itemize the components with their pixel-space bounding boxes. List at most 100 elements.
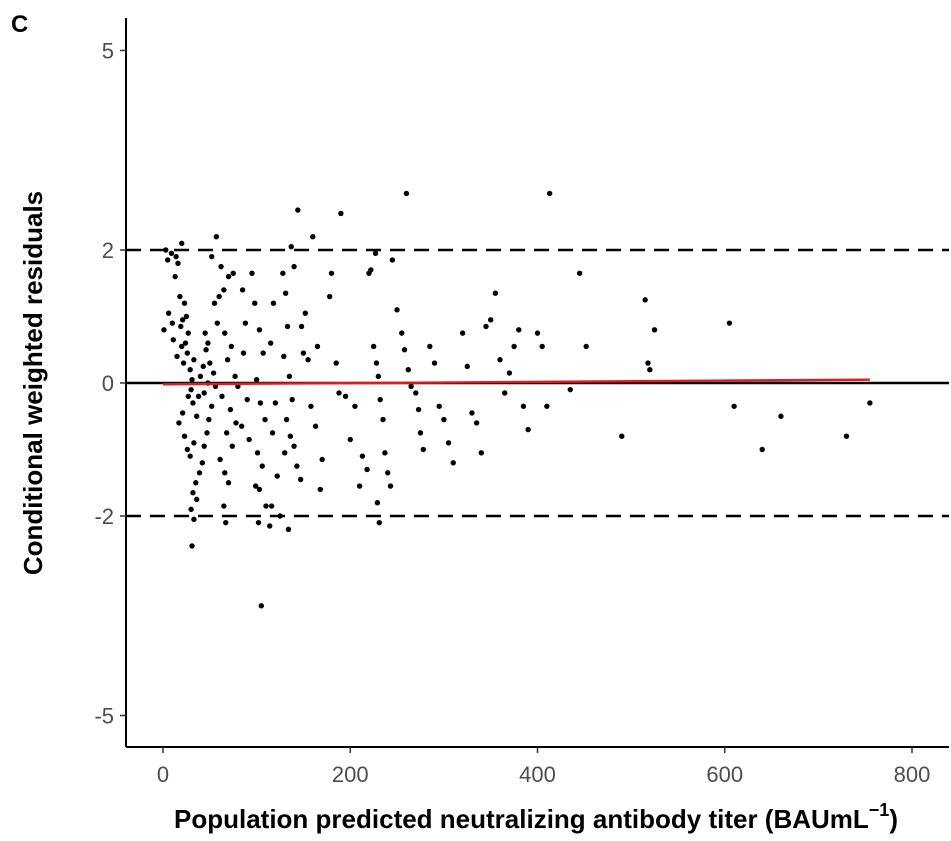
data-point bbox=[372, 250, 379, 257]
data-point bbox=[263, 503, 269, 509]
data-point bbox=[286, 373, 293, 380]
data-point bbox=[377, 396, 383, 403]
data-point bbox=[401, 347, 408, 353]
data-point bbox=[178, 323, 184, 330]
data-point bbox=[326, 293, 333, 300]
data-point bbox=[300, 350, 307, 356]
data-point bbox=[211, 300, 218, 306]
data-point bbox=[394, 307, 400, 313]
data-point bbox=[191, 357, 197, 363]
data-point bbox=[172, 273, 178, 280]
data-point bbox=[208, 403, 215, 409]
data-point bbox=[294, 463, 300, 469]
data-point bbox=[255, 519, 262, 526]
data-point bbox=[759, 446, 765, 453]
data-point bbox=[374, 500, 381, 506]
data-point bbox=[267, 523, 273, 529]
data-point bbox=[249, 270, 255, 276]
data-point bbox=[268, 503, 275, 509]
x-axis-title-main: Population predicted neutralizing antibo… bbox=[174, 804, 869, 834]
data-point bbox=[277, 513, 283, 519]
data-point bbox=[175, 260, 181, 266]
data-point bbox=[199, 460, 206, 466]
data-point bbox=[417, 430, 424, 436]
data-point bbox=[179, 410, 186, 416]
data-point bbox=[291, 263, 297, 270]
data-point bbox=[281, 353, 287, 360]
data-point bbox=[302, 310, 309, 316]
scatter-points bbox=[161, 190, 873, 609]
data-point bbox=[502, 390, 508, 396]
data-point bbox=[645, 360, 651, 366]
data-point bbox=[338, 210, 344, 217]
data-point bbox=[218, 263, 224, 270]
data-point bbox=[185, 393, 191, 399]
data-point bbox=[282, 450, 288, 456]
data-point bbox=[288, 243, 294, 250]
data-point bbox=[206, 416, 212, 423]
data-point bbox=[399, 330, 405, 336]
data-point bbox=[368, 267, 374, 273]
data-point bbox=[408, 383, 414, 390]
data-point bbox=[179, 343, 185, 350]
data-point bbox=[310, 234, 316, 240]
data-point bbox=[284, 323, 291, 330]
data-point bbox=[270, 300, 277, 306]
data-point bbox=[380, 416, 386, 423]
data-point bbox=[246, 436, 252, 443]
data-point bbox=[274, 473, 280, 479]
data-point bbox=[647, 367, 653, 373]
data-point bbox=[347, 436, 353, 443]
data-point bbox=[224, 357, 231, 363]
data-point bbox=[184, 350, 191, 356]
data-point bbox=[464, 363, 470, 370]
data-point bbox=[420, 446, 426, 453]
data-point bbox=[252, 483, 259, 489]
data-point bbox=[223, 519, 229, 526]
data-point bbox=[201, 443, 207, 449]
data-point bbox=[260, 350, 266, 356]
data-point bbox=[240, 350, 247, 356]
data-point bbox=[217, 456, 223, 463]
data-point bbox=[259, 463, 265, 469]
data-point bbox=[333, 360, 339, 366]
data-point bbox=[181, 300, 188, 306]
data-point bbox=[282, 290, 289, 296]
data-point bbox=[232, 373, 238, 380]
data-point bbox=[619, 433, 625, 439]
data-point bbox=[336, 390, 342, 396]
data-point bbox=[431, 360, 438, 366]
data-point bbox=[262, 416, 268, 423]
data-point bbox=[185, 330, 191, 336]
data-point bbox=[189, 376, 195, 383]
data-point bbox=[258, 603, 265, 609]
x-axis-title-suffix: ) bbox=[889, 804, 898, 834]
data-point bbox=[387, 483, 394, 489]
x-tick-label: 200 bbox=[332, 762, 369, 787]
data-point bbox=[174, 353, 180, 360]
panel-label: C bbox=[11, 11, 28, 38]
x-axis-title-superscript: −1 bbox=[869, 800, 890, 820]
data-point bbox=[190, 400, 196, 406]
data-point bbox=[312, 423, 319, 429]
data-point bbox=[478, 450, 485, 456]
trend-line bbox=[162, 378, 870, 386]
data-point bbox=[190, 490, 196, 496]
data-point bbox=[214, 320, 221, 326]
data-point bbox=[201, 390, 207, 396]
y-axis-title: Conditional weighted residuals bbox=[18, 191, 48, 575]
data-point bbox=[257, 400, 264, 406]
data-point bbox=[223, 430, 230, 436]
data-point bbox=[191, 516, 197, 523]
data-point bbox=[497, 357, 503, 363]
data-point bbox=[427, 343, 433, 350]
x-axis-title: Population predicted neutralizing antibo… bbox=[174, 800, 898, 834]
data-point bbox=[189, 543, 195, 549]
data-point bbox=[180, 360, 187, 366]
data-point bbox=[459, 330, 466, 336]
data-point bbox=[225, 273, 232, 280]
data-point bbox=[280, 270, 286, 276]
data-point bbox=[182, 340, 189, 346]
